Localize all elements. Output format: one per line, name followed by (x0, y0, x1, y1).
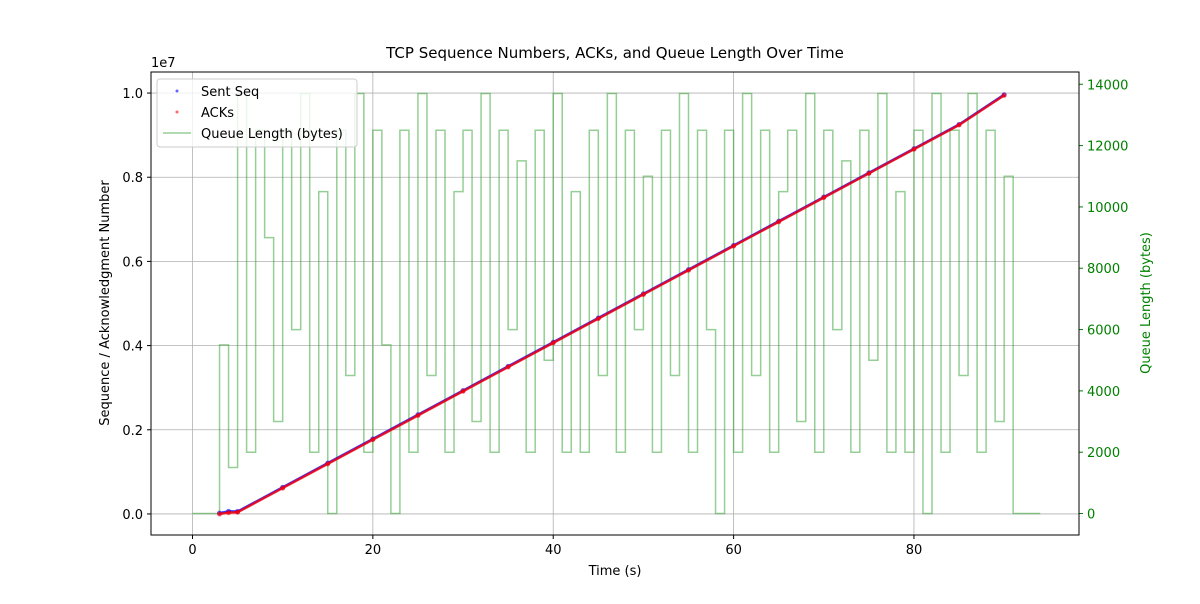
scatter-trace (219, 94, 1005, 516)
y2-tick-label: 14000 (1087, 78, 1128, 93)
legend-marker (175, 89, 179, 93)
y2-tick-label: 2000 (1087, 446, 1120, 461)
data-point (911, 146, 917, 152)
data-point (550, 340, 556, 346)
y-tick-label: 0.0 (122, 508, 143, 523)
x-tick-label: 60 (725, 543, 742, 558)
data-point (866, 170, 872, 176)
legend-label: Queue Length (bytes) (201, 127, 343, 142)
y2-axis-label: Queue Length (bytes) (1139, 232, 1154, 374)
y2-tick-label: 6000 (1087, 324, 1120, 339)
legend-box (156, 78, 358, 148)
data-point (505, 364, 511, 370)
x-tick-label: 40 (545, 543, 562, 558)
legend-label: Sent Seq (201, 85, 259, 100)
x-tick-label: 80 (906, 543, 923, 558)
data-point (235, 509, 241, 515)
data-point (1001, 92, 1007, 98)
legend-marker (175, 110, 179, 114)
y2-tick-label: 12000 (1087, 140, 1128, 155)
data-point (370, 437, 376, 443)
data-point (776, 219, 782, 225)
data-point (731, 243, 737, 249)
y-offset-label: 1e7 (151, 56, 176, 71)
data-point (460, 388, 466, 394)
y2-tick-label: 0 (1087, 508, 1095, 523)
y-tick-label: 0.6 (122, 255, 143, 270)
y2-tick-label: 8000 (1087, 262, 1120, 277)
data-point (415, 412, 421, 418)
y-tick-label: 0.8 (122, 171, 143, 186)
data-point (595, 316, 601, 322)
x-axis-label: Time (s) (588, 564, 642, 579)
y-axis-label: Sequence / Acknowledgment Number (98, 180, 113, 426)
data-point (280, 485, 286, 491)
chart-title: TCP Sequence Numbers, ACKs, and Queue Le… (385, 44, 844, 62)
y-tick-label: 1.0 (122, 87, 143, 102)
x-tick-label: 0 (188, 543, 196, 558)
y-tick-label: 0.2 (122, 424, 143, 439)
data-point (956, 122, 962, 128)
data-point (226, 510, 232, 516)
x-tick-label: 20 (365, 543, 382, 558)
data-point (217, 511, 223, 517)
y2-tick-label: 4000 (1087, 385, 1120, 400)
legend-label: ACKs (201, 106, 234, 121)
y2-tick-label: 10000 (1087, 201, 1128, 216)
data-point (325, 461, 331, 467)
data-point (821, 195, 827, 201)
data-point (640, 291, 646, 297)
y-tick-label: 0.4 (122, 340, 143, 355)
plot-frame (150, 71, 1080, 536)
data-point (686, 267, 692, 273)
